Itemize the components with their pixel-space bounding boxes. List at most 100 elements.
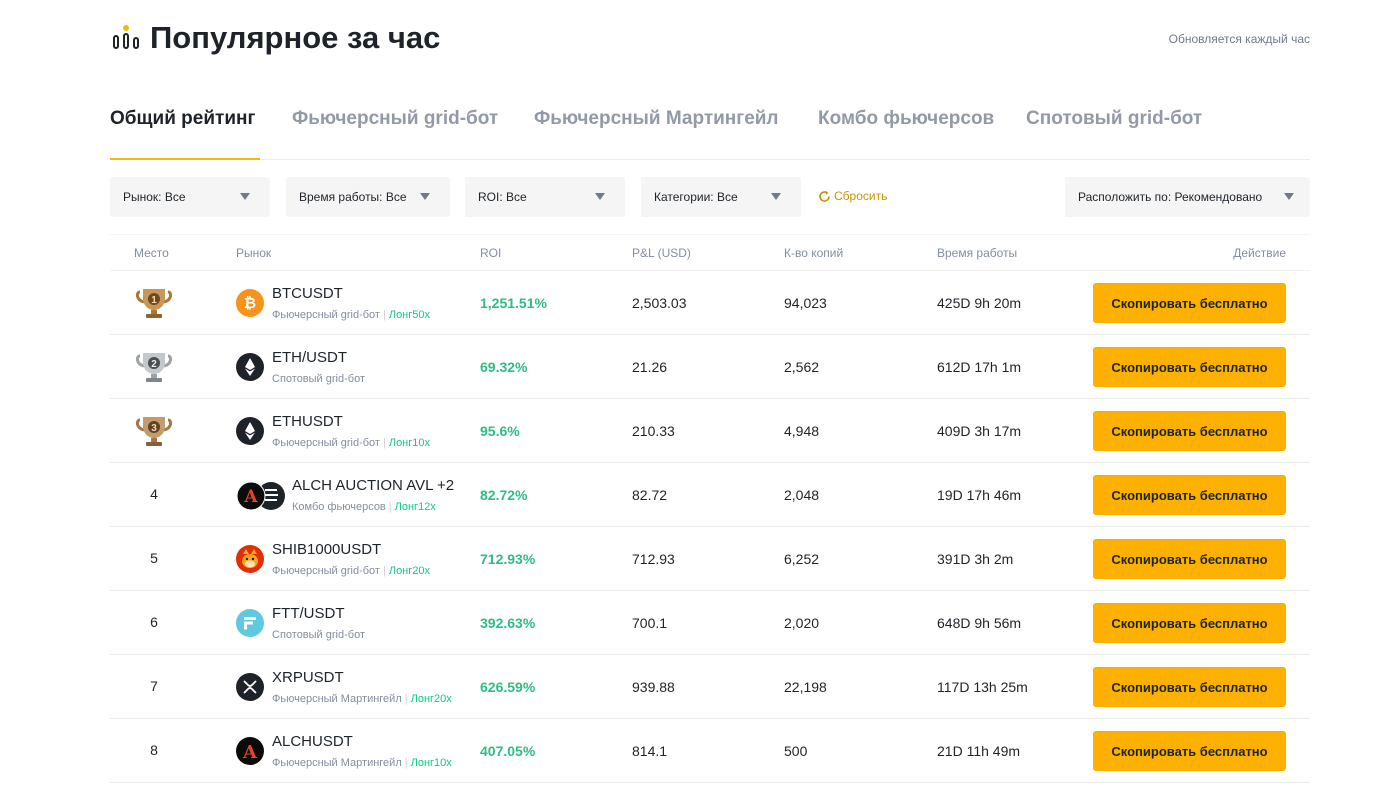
rank-number: 4 bbox=[150, 486, 158, 502]
gold-trophy-icon: 1 bbox=[135, 289, 173, 318]
silver-trophy-icon: 2 bbox=[135, 353, 173, 382]
table-row: 6 FTT/USDT Спотовый grid-бот 392.63% 700… bbox=[110, 591, 1310, 655]
tab-futures-combo[interactable]: Комбо фьючерсов bbox=[818, 108, 995, 129]
pnl-value: 82.72 bbox=[632, 487, 668, 503]
tab-futures-martingale[interactable]: Фьючерсный Мартингейл bbox=[534, 108, 779, 129]
tab-bar: Общий рейтинг Фьючерсный grid-бот Фьючер… bbox=[110, 98, 1310, 160]
bar-chart-icon bbox=[113, 25, 139, 49]
copy-free-button[interactable]: Скопировать бесплатно bbox=[1093, 411, 1286, 451]
xrp-coin-icon bbox=[236, 673, 264, 701]
market-symbol[interactable]: XRPUSDT bbox=[272, 669, 344, 686]
copy-free-button[interactable]: Скопировать бесплатно bbox=[1093, 347, 1286, 387]
copy-free-button[interactable]: Скопировать бесплатно bbox=[1093, 475, 1286, 515]
reset-button[interactable]: Сбросить bbox=[818, 189, 887, 203]
tab-overall-rating[interactable]: Общий рейтинг bbox=[110, 108, 256, 129]
btc-coin-icon: ₿ bbox=[236, 289, 264, 317]
roi-value: 712.93% bbox=[480, 551, 536, 567]
chevron-down-icon bbox=[1284, 193, 1294, 200]
bronze-trophy-icon: 3 bbox=[135, 417, 173, 446]
market-symbol[interactable]: FTT/USDT bbox=[272, 605, 345, 622]
bot-type: Спотовый grid-бот bbox=[272, 629, 365, 641]
roi-value: 392.63% bbox=[480, 615, 536, 631]
column-header-copies: К-во копий bbox=[784, 246, 844, 260]
divider: | bbox=[382, 565, 386, 577]
market-symbol[interactable]: ETHUSDT bbox=[272, 413, 343, 430]
svg-text:A: A bbox=[243, 487, 258, 507]
leverage-label: Лонг20x bbox=[410, 693, 452, 705]
market-filter[interactable]: Рынок: Все bbox=[110, 177, 270, 217]
rank-number: 8 bbox=[150, 742, 158, 758]
market-symbol[interactable]: SHIB1000USDT bbox=[272, 541, 382, 558]
market-symbol[interactable]: ALCHUSDT bbox=[272, 733, 353, 750]
refresh-icon bbox=[819, 190, 830, 202]
column-header-rank: Место bbox=[134, 246, 169, 260]
bot-type-label: Спотовый grid-бот bbox=[272, 373, 365, 385]
pnl-value: 210.33 bbox=[632, 423, 675, 439]
table-row: 8 A ALCHUSDT Фьючерсный Мартингейл | Лонг1… bbox=[110, 719, 1310, 783]
roi-value: 82.72% bbox=[480, 487, 528, 503]
market-symbol[interactable]: ALCH AUCTION AVL +2 bbox=[292, 477, 455, 494]
tab-futures-grid-bot[interactable]: Фьючерсный grid-бот bbox=[292, 108, 499, 129]
roi-value: 1,251.51% bbox=[480, 295, 547, 311]
roi-filter[interactable]: ROI: Все bbox=[465, 177, 625, 217]
update-note: Обновляется каждый час bbox=[1168, 32, 1310, 46]
rank-number: 7 bbox=[150, 678, 158, 694]
roi-value: 407.05% bbox=[480, 743, 536, 759]
bot-type-label: Фьючерсный Мартингейл bbox=[272, 693, 402, 705]
chevron-down-icon bbox=[420, 193, 430, 200]
roi-value: 95.6% bbox=[480, 423, 520, 439]
column-header-market: Рынок bbox=[236, 246, 272, 260]
copy-free-button[interactable]: Скопировать бесплатно bbox=[1093, 539, 1286, 579]
chevron-down-icon bbox=[595, 193, 605, 200]
copies-value: 2,562 bbox=[784, 359, 820, 375]
tab-spot-grid-bot[interactable]: Спотовый grid-бот bbox=[1026, 108, 1203, 129]
copy-free-button[interactable]: Скопировать бесплатно bbox=[1093, 731, 1286, 771]
runtime-filter[interactable]: Время работы: Все bbox=[286, 177, 450, 217]
leverage-label: Лонг20x bbox=[388, 565, 431, 577]
copy-free-button[interactable]: Скопировать бесплатно bbox=[1093, 603, 1286, 643]
runtime-value: 117D 13h 25m bbox=[937, 679, 1028, 695]
bot-type: Фьючерсный grid-бот | Лонг10x bbox=[272, 437, 430, 449]
copies-value: 6,252 bbox=[784, 551, 820, 567]
column-header-roi: ROI bbox=[480, 246, 502, 260]
copies-value: 2,048 bbox=[784, 487, 820, 503]
runtime-value: 612D 17h 1m bbox=[937, 359, 1022, 375]
svg-text:3: 3 bbox=[151, 423, 157, 434]
roi-value: 626.59% bbox=[480, 679, 536, 695]
category-filter-label: Категории: Все bbox=[654, 190, 738, 204]
bot-type-label: Комбо фьючерсов bbox=[292, 501, 386, 513]
runtime-value: 21D 11h 49m bbox=[937, 743, 1021, 759]
bot-type: Фьючерсный grid-бот | Лонг50x bbox=[272, 309, 430, 321]
copies-value: 2,020 bbox=[784, 615, 820, 631]
table-row: 2 ETH/USDT Спотовый grid-бот 69.32% 21.2… bbox=[110, 335, 1310, 399]
pnl-value: 700.1 bbox=[632, 615, 668, 631]
table-row: 7 XRPUSDT Фьючерсный Мартингейл | Лонг20x … bbox=[110, 655, 1310, 719]
sort-select[interactable]: Расположить по: Рекомендовано bbox=[1065, 177, 1310, 217]
sort-select-label: Расположить по: Рекомендовано bbox=[1078, 190, 1263, 204]
pnl-value: 939.88 bbox=[632, 679, 675, 695]
divider: | bbox=[382, 437, 386, 449]
leverage-label: Лонг12x bbox=[394, 501, 436, 513]
market-symbol[interactable]: ETH/USDT bbox=[272, 349, 347, 366]
pnl-value: 2,503.03 bbox=[632, 295, 687, 311]
runtime-value: 648D 9h 56m bbox=[937, 615, 1022, 631]
chevron-down-icon bbox=[240, 193, 250, 200]
reset-label: Сбросить bbox=[834, 189, 888, 203]
divider: | bbox=[404, 693, 408, 705]
bot-type: Фьючерсный Мартингейл | Лонг20x bbox=[272, 693, 452, 705]
copy-free-button[interactable]: Скопировать бесплатно bbox=[1093, 667, 1286, 707]
svg-text:2: 2 bbox=[151, 359, 157, 370]
leverage-label: Лонг10x bbox=[388, 437, 431, 449]
svg-text:₿: ₿ bbox=[244, 294, 256, 312]
market-filter-label: Рынок: Все bbox=[123, 190, 186, 204]
market-symbol[interactable]: BTCUSDT bbox=[272, 285, 343, 302]
runtime-filter-label: Время работы: Все bbox=[299, 190, 407, 204]
copy-free-button[interactable]: Скопировать бесплатно bbox=[1093, 283, 1286, 323]
category-filter[interactable]: Категории: Все bbox=[641, 177, 801, 217]
runtime-value: 19D 17h 46m bbox=[937, 487, 1022, 503]
page-title: Популярное за час bbox=[150, 20, 441, 55]
rank-number: 6 bbox=[150, 614, 158, 630]
bot-type: Фьючерсный Мартингейл | Лонг10x bbox=[272, 757, 452, 769]
copies-value: 500 bbox=[784, 743, 808, 759]
divider: | bbox=[382, 309, 386, 321]
